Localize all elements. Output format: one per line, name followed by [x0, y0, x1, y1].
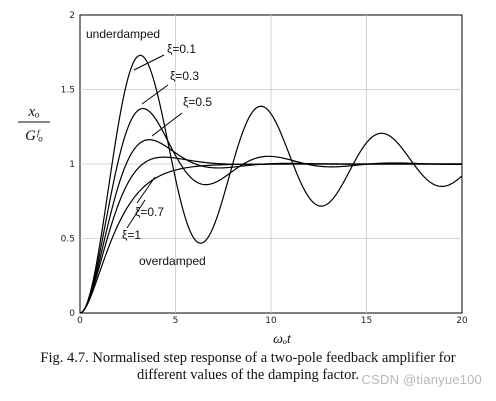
series-line-zeta-0-1	[79, 54, 463, 314]
series-label-zeta-0-5: ξ=0.5	[183, 95, 212, 109]
tick-labels: 0 5 10 15 20 0 0.5 1 1.5 2	[61, 11, 468, 326]
series-label-zeta-1: ξ=1	[122, 228, 141, 242]
x-tick-label-10: 10	[265, 316, 277, 326]
figure-caption: Fig. 4.7. Normalised step response of a …	[0, 350, 496, 384]
y-tick-label-0: 0	[69, 309, 75, 319]
annotation-overdamped: overdamped	[139, 254, 206, 268]
watermark-text: CSDN @tianyue100	[361, 372, 482, 387]
series-group	[79, 54, 463, 314]
leader-line-zeta-1	[126, 199, 146, 229]
leader-line-zeta-0-3	[141, 84, 169, 105]
series-line-zeta-0-3	[79, 107, 462, 314]
series-labels: ξ=0.1 ξ=0.3 ξ=0.5 ξ=0.7 ξ=1	[122, 42, 212, 242]
x-tick-label-20: 20	[456, 316, 468, 326]
leader-line-zeta-0-5	[151, 112, 183, 137]
y-tick-label-1: 1	[69, 160, 75, 170]
x-tick-label-0: 0	[77, 316, 83, 326]
label-leader-lines	[126, 54, 183, 229]
series-label-zeta-0-7: ξ=0.7	[135, 205, 164, 219]
x-tick-label-5: 5	[173, 316, 179, 326]
caption-line-2: different values of the damping factor.	[137, 367, 359, 383]
series-label-zeta-0-1: ξ=0.1	[167, 42, 196, 56]
y-axis-label-numerator: xₒ	[28, 104, 40, 120]
annotation-underdamped: underdamped	[86, 27, 160, 41]
y-tick-label-2: 2	[69, 11, 75, 21]
y-axis-label-denominator: Gᶠₒ	[25, 128, 43, 144]
x-tick-label-15: 15	[361, 316, 372, 326]
leader-line-zeta-0-7	[136, 176, 156, 204]
series-label-zeta-0-3: ξ=0.3	[170, 69, 199, 83]
caption-line-1: Fig. 4.7. Normalised step response of a …	[40, 350, 456, 366]
y-tick-label-1-5: 1.5	[61, 86, 75, 96]
x-axis-label: ωₒt	[273, 332, 292, 345]
series-line-zeta-1	[79, 163, 462, 314]
leader-line-zeta-0-1	[133, 54, 165, 71]
y-tick-label-0-5: 0.5	[61, 235, 75, 245]
